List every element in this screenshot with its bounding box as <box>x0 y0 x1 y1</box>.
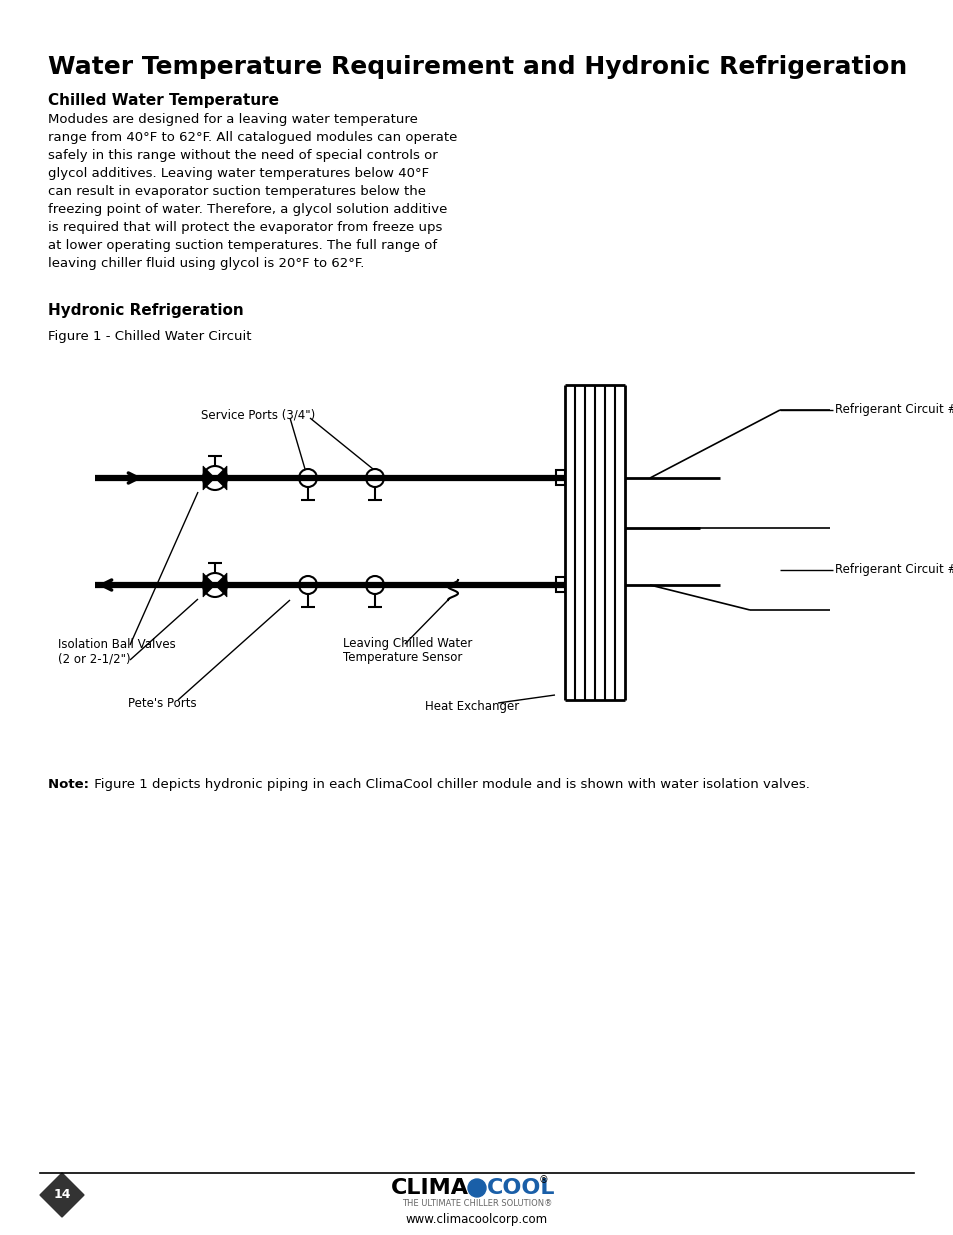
Text: Refrigerant Circuit #1: Refrigerant Circuit #1 <box>834 404 953 416</box>
Text: 14: 14 <box>53 1188 71 1202</box>
Text: ®: ® <box>538 1174 548 1186</box>
Text: Figure 1 depicts hydronic piping in each ClimaCool chiller module and is shown w: Figure 1 depicts hydronic piping in each… <box>90 778 809 790</box>
Text: Pete's Ports: Pete's Ports <box>128 697 196 710</box>
Text: Leaving Chilled Water: Leaving Chilled Water <box>343 637 472 650</box>
Polygon shape <box>40 1173 84 1216</box>
Text: Heat Exchanger: Heat Exchanger <box>424 700 518 713</box>
Text: COOL: COOL <box>486 1178 555 1198</box>
Bar <box>556 471 564 485</box>
Text: Hydronic Refrigeration: Hydronic Refrigeration <box>48 303 244 317</box>
Text: Temperature Sensor: Temperature Sensor <box>343 651 462 664</box>
Text: Water Temperature Requirement and Hydronic Refrigeration: Water Temperature Requirement and Hydron… <box>48 56 906 79</box>
Text: Refrigerant Circuit #2: Refrigerant Circuit #2 <box>834 563 953 577</box>
Text: THE ULTIMATE CHILLER SOLUTION®: THE ULTIMATE CHILLER SOLUTION® <box>401 1198 552 1208</box>
Text: Isolation Ball Valves: Isolation Ball Valves <box>58 638 175 651</box>
Text: Chilled Water Temperature: Chilled Water Temperature <box>48 93 278 107</box>
Text: Note:: Note: <box>48 778 93 790</box>
Polygon shape <box>214 573 227 597</box>
Text: CLIMA: CLIMA <box>391 1178 469 1198</box>
Bar <box>556 577 564 592</box>
Circle shape <box>468 1179 485 1197</box>
Polygon shape <box>203 466 214 490</box>
Text: Modudes are designed for a leaving water temperature
range from 40°F to 62°F. Al: Modudes are designed for a leaving water… <box>48 112 456 270</box>
Text: www.climacoolcorp.com: www.climacoolcorp.com <box>406 1213 547 1225</box>
Text: Figure 1 - Chilled Water Circuit: Figure 1 - Chilled Water Circuit <box>48 330 252 343</box>
Text: Service Ports (3/4"): Service Ports (3/4") <box>201 408 314 421</box>
Polygon shape <box>214 466 227 490</box>
Polygon shape <box>203 573 214 597</box>
Text: (2 or 2-1/2"): (2 or 2-1/2") <box>58 652 131 664</box>
